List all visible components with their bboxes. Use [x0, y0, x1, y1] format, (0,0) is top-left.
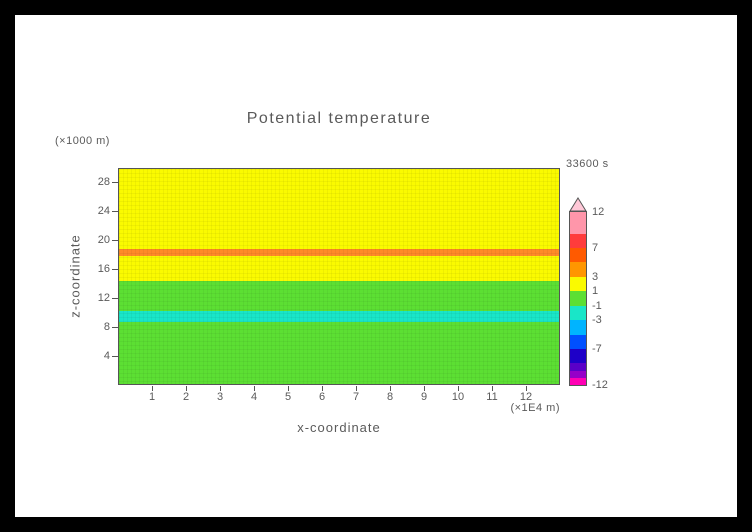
- y-tick-label: 8: [103, 321, 110, 334]
- y-tick-label: 4: [103, 350, 110, 363]
- colorbar: [570, 212, 586, 385]
- x-tick-label: 8: [386, 391, 394, 403]
- x-tick-label: 10: [451, 391, 465, 403]
- colorbar-segment: [570, 370, 586, 378]
- colorbar-segment: [570, 348, 586, 364]
- colorbar-label: 3: [592, 270, 599, 283]
- y-tick-label: 12: [97, 292, 110, 305]
- y-axis-unit-label: (×1000 m): [55, 135, 110, 147]
- x-tick-label: 7: [352, 391, 360, 403]
- colorbar-segment: [570, 305, 586, 321]
- x-tick-label: 2: [182, 391, 190, 403]
- colorbar-segment: [570, 276, 586, 292]
- x-tick: [492, 386, 493, 391]
- x-tick: [152, 386, 153, 391]
- field-band: [119, 256, 559, 281]
- x-axis-unit-label: (×1E4 m): [510, 402, 560, 414]
- y-tick: [112, 327, 118, 329]
- colorbar-label: 7: [592, 242, 599, 255]
- y-tick: [112, 211, 118, 213]
- plot-area: [118, 168, 560, 385]
- y-tick-label: 20: [97, 234, 110, 247]
- x-tick: [356, 386, 357, 391]
- x-tick: [254, 386, 255, 391]
- colorbar-label: 12: [592, 206, 605, 218]
- colorbar-segment: [570, 248, 586, 263]
- field-band: [119, 169, 559, 249]
- colorbar-segment: [570, 377, 586, 385]
- chart-title: Potential temperature: [246, 110, 432, 127]
- y-tick-label: 28: [97, 176, 110, 189]
- x-tick: [322, 386, 323, 391]
- field-band: [119, 280, 559, 311]
- y-tick: [112, 356, 118, 358]
- x-tick-label: 11: [486, 391, 498, 403]
- field-band: [119, 248, 559, 257]
- colorbar-segment: [570, 334, 586, 349]
- x-tick-label: 12: [519, 391, 533, 403]
- colorbar-cap-icon: [569, 197, 587, 212]
- x-tick: [458, 386, 459, 391]
- field-band: [119, 322, 559, 384]
- y-tick: [112, 240, 118, 242]
- y-tick: [112, 182, 118, 184]
- colorbar-label: -1: [592, 299, 602, 312]
- field-band: [119, 310, 559, 323]
- colorbar-label: 1: [592, 285, 599, 298]
- y-tick-label: 24: [97, 205, 110, 218]
- x-tick: [390, 386, 391, 391]
- x-tick: [424, 386, 425, 391]
- x-tick: [288, 386, 289, 391]
- x-tick: [526, 386, 527, 391]
- x-tick-label: 9: [420, 391, 428, 403]
- x-tick-label: 6: [318, 391, 326, 403]
- colorbar-segment: [570, 212, 586, 234]
- x-tick-label: 4: [250, 391, 258, 403]
- y-tick: [112, 298, 118, 300]
- x-tick-label: 5: [284, 391, 292, 403]
- colorbar-label: -7: [592, 342, 602, 355]
- y-axis-title: z-coordinate: [67, 234, 83, 318]
- y-tick: [112, 269, 118, 271]
- x-tick: [186, 386, 187, 391]
- colorbar-segment: [570, 320, 586, 335]
- colorbar-label: -12: [592, 379, 608, 391]
- colorbar-segment: [570, 363, 586, 371]
- x-tick: [220, 386, 221, 391]
- colorbar-segment: [570, 262, 586, 277]
- x-tick-label: 3: [216, 391, 224, 403]
- x-tick-label: 1: [148, 391, 156, 403]
- colorbar-label: -3: [592, 314, 602, 327]
- colorbar-segment: [570, 233, 586, 249]
- x-axis-title: x-coordinate: [297, 420, 381, 435]
- colorbar-segment: [570, 291, 586, 306]
- y-tick-label: 16: [97, 263, 110, 276]
- timestamp-label: 33600 s: [566, 158, 609, 170]
